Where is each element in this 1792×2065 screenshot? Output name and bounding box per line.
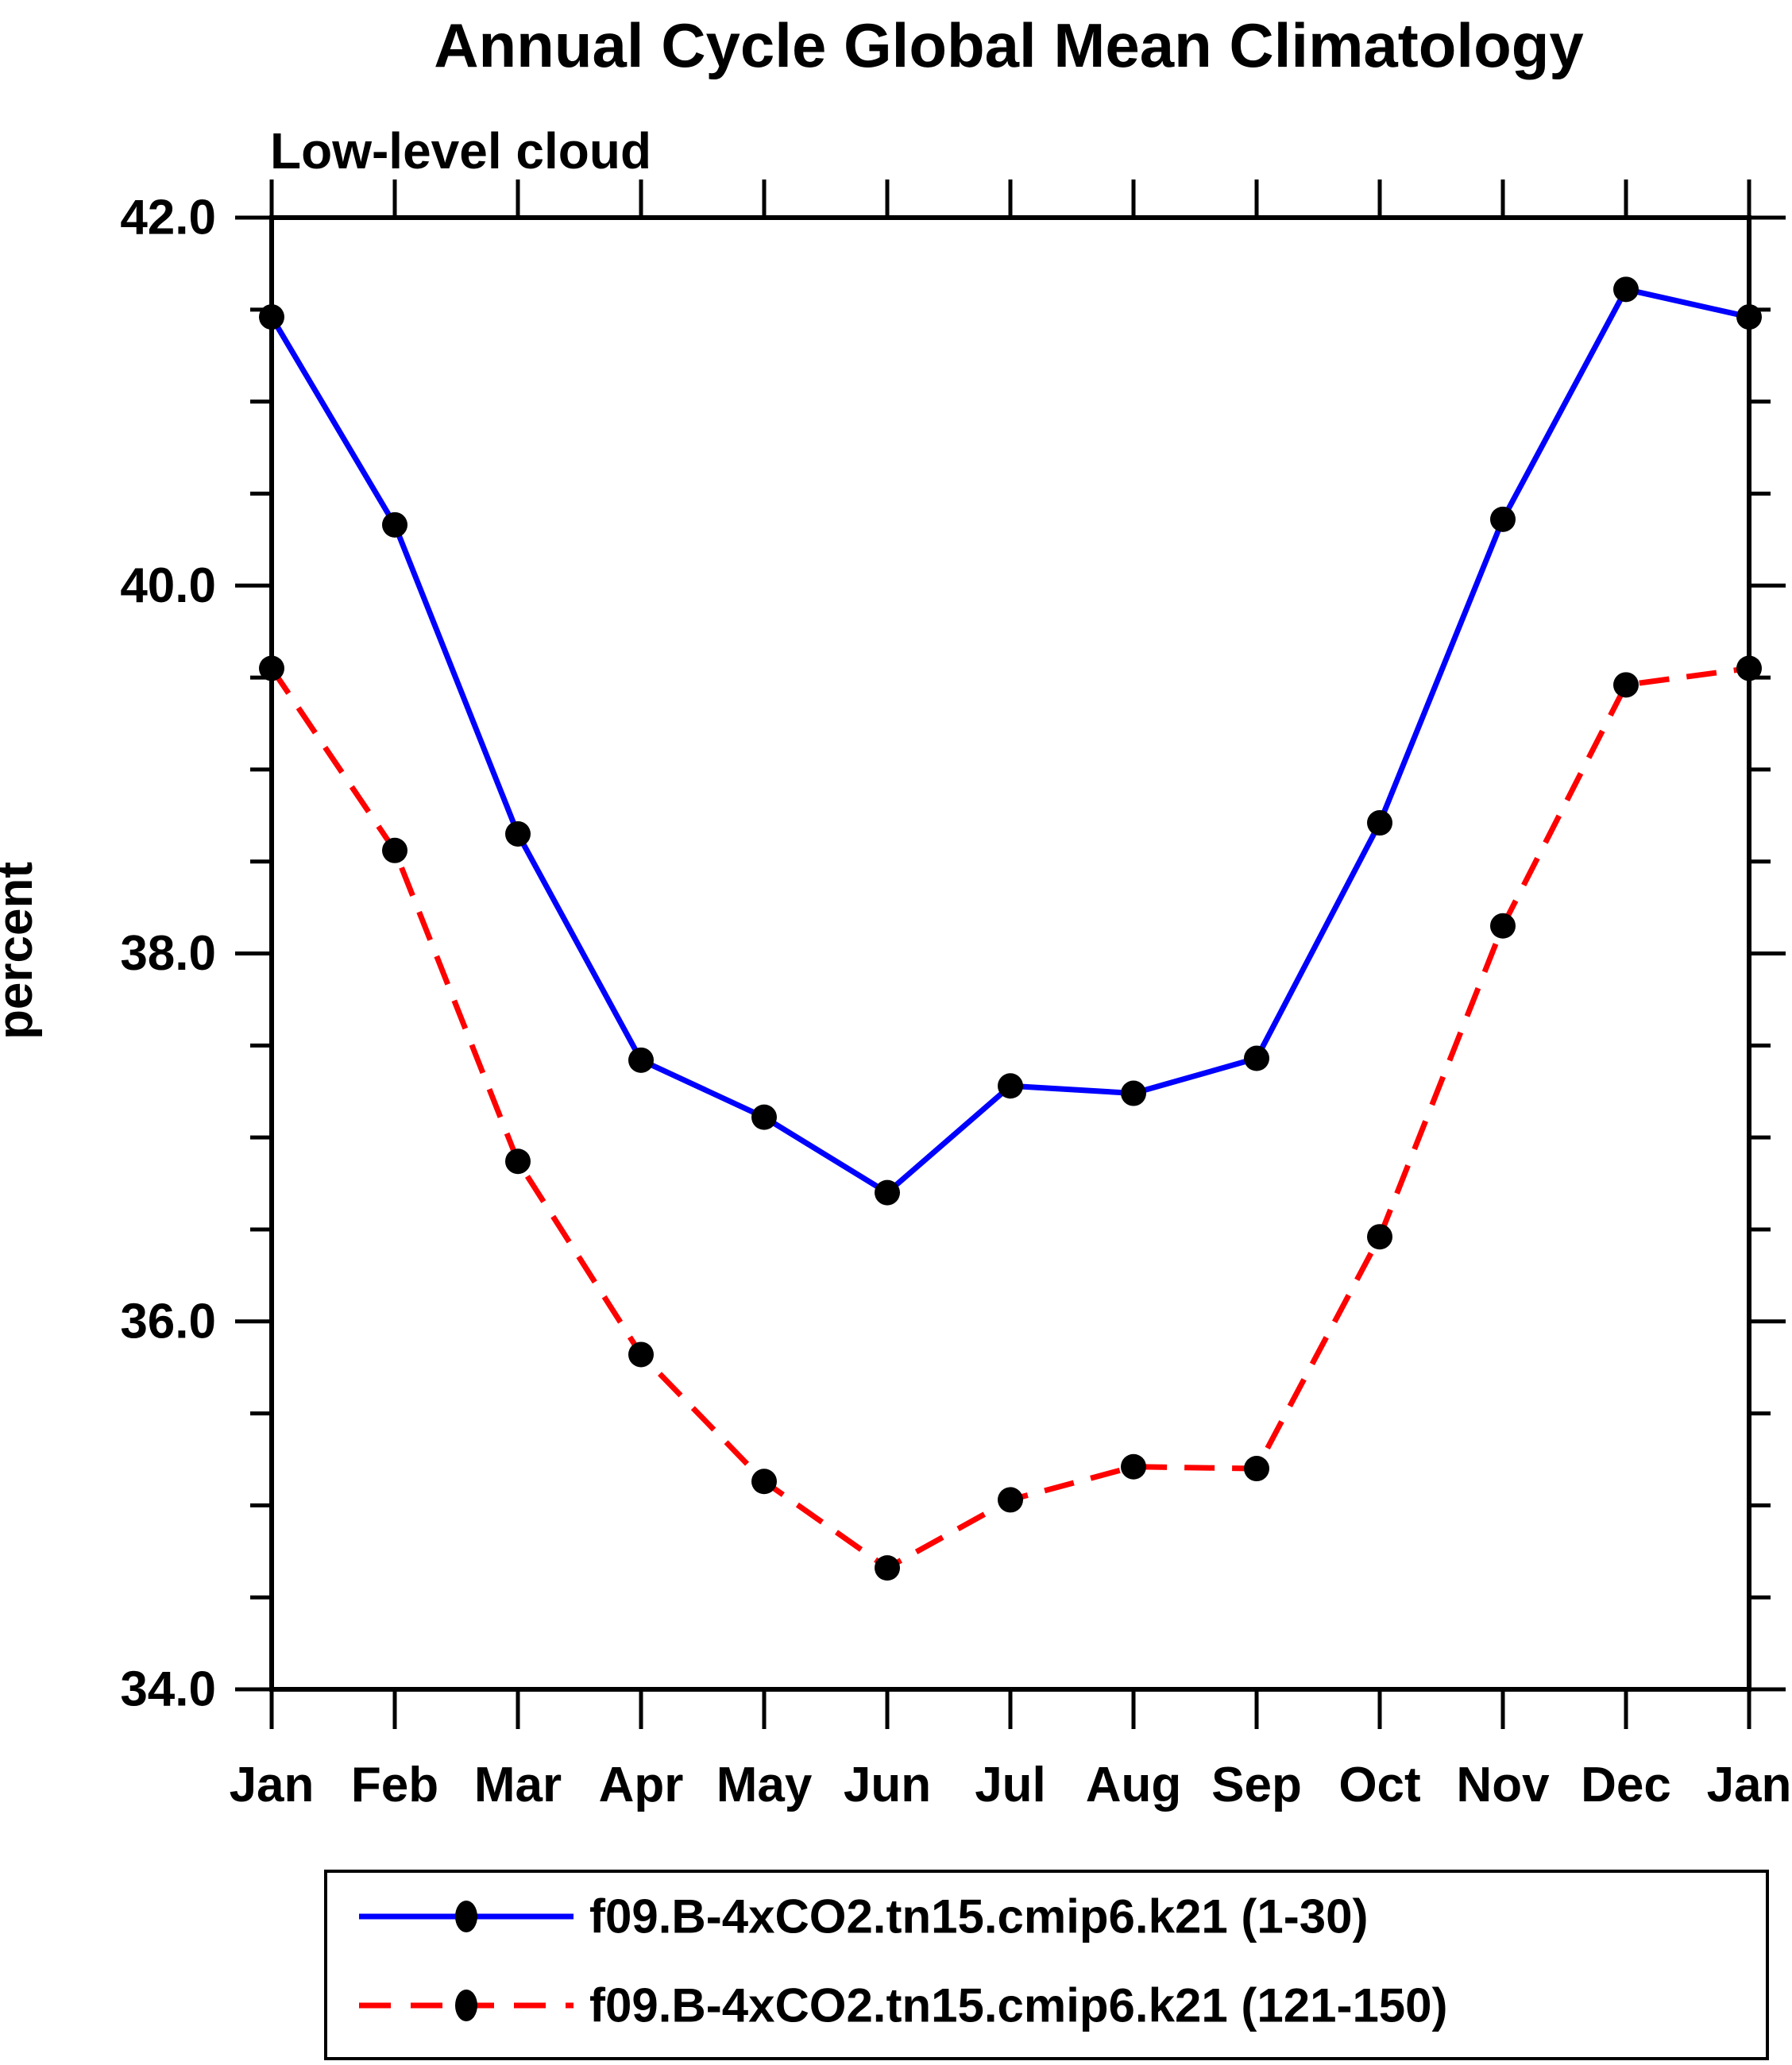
data-point-markers xyxy=(259,276,1762,1581)
series-line-2 xyxy=(269,666,1750,1571)
x-month-label: Sep xyxy=(1211,1758,1302,1812)
data-point-2-3 xyxy=(628,1341,654,1368)
data-point-2-8 xyxy=(1244,1456,1269,1482)
x-month-label: Mar xyxy=(474,1758,562,1812)
data-point-2-4 xyxy=(751,1469,777,1495)
y-axis-label: percent xyxy=(0,862,43,1040)
data-point-2-1 xyxy=(382,837,407,863)
data-point-1-8 xyxy=(1244,1045,1269,1071)
data-point-1-6 xyxy=(998,1073,1023,1099)
data-point-1-2 xyxy=(505,820,531,847)
legend-border xyxy=(324,1870,1769,2060)
legend-box: f09.B-4xCO2.tn15.cmip6.k21 (1-30) f09.B-… xyxy=(324,1870,1769,2060)
data-point-1-4 xyxy=(751,1104,777,1130)
x-month-label: Feb xyxy=(351,1758,438,1812)
legend-marker-dot xyxy=(455,1901,477,1932)
legend-marker-dot xyxy=(455,1990,477,2021)
legend-label-series2: f09.B-4xCO2.tn15.cmip6.k21 (121-150) xyxy=(589,1979,1448,2032)
legend-entry-series2: f09.B-4xCO2.tn15.cmip6.k21 (121-150) xyxy=(359,1979,1448,2032)
x-month-label: Jun xyxy=(844,1758,931,1812)
x-month-label: Jul xyxy=(975,1758,1046,1812)
x-month-label: Aug xyxy=(1086,1758,1182,1812)
y-tick-label: 36.0 xyxy=(120,1294,216,1349)
x-month-label: Apr xyxy=(599,1758,684,1812)
chart-title: Annual Cycle Global Mean Climatology xyxy=(434,10,1584,80)
plot-frame xyxy=(269,215,1751,1692)
data-point-2-0 xyxy=(259,655,284,681)
data-point-2-6 xyxy=(998,1487,1023,1513)
x-month-label: Dec xyxy=(1581,1758,1671,1812)
data-point-1-12 xyxy=(1736,304,1762,330)
plot-border xyxy=(269,215,1751,1692)
data-point-1-11 xyxy=(1613,276,1639,303)
x-month-label: Jan xyxy=(230,1758,315,1812)
data-point-1-0 xyxy=(259,304,284,330)
x-month-label: Nov xyxy=(1456,1758,1550,1812)
data-point-1-3 xyxy=(628,1047,654,1073)
x-month-label: May xyxy=(716,1758,813,1812)
x-axis-month-labels: Jan Feb Mar Apr May Jun Jul Aug Sep Oct Nov Dec Jan xyxy=(230,1758,1792,1812)
x-month-label: Jan xyxy=(1707,1758,1792,1812)
y-tick-label: 34.0 xyxy=(120,1662,216,1717)
chart-subtitle: Low-level cloud xyxy=(270,122,651,179)
data-point-2-2 xyxy=(505,1148,531,1175)
x-axis-ticks xyxy=(269,179,1751,1729)
data-point-1-5 xyxy=(875,1179,900,1206)
data-point-2-7 xyxy=(1121,1453,1146,1480)
x-month-label: Oct xyxy=(1338,1758,1420,1812)
data-point-2-10 xyxy=(1490,913,1516,939)
data-series-lines xyxy=(268,286,1750,1571)
data-point-1-7 xyxy=(1121,1080,1146,1106)
data-point-2-5 xyxy=(875,1555,900,1581)
legend-entry-series1: f09.B-4xCO2.tn15.cmip6.k21 (1-30) xyxy=(359,1890,1368,1943)
data-point-2-11 xyxy=(1613,672,1639,698)
y-axis-ticks xyxy=(235,215,1786,1692)
series-line-1 xyxy=(268,286,1750,1196)
y-axis-tick-labels: 42.0 40.0 38.0 36.0 34.0 xyxy=(120,191,216,1717)
data-point-1-1 xyxy=(382,511,407,538)
y-tick-label: 42.0 xyxy=(120,191,216,245)
data-point-2-9 xyxy=(1367,1224,1392,1250)
data-point-1-9 xyxy=(1367,810,1392,836)
y-tick-label: 40.0 xyxy=(120,558,216,613)
legend-label-series1: f09.B-4xCO2.tn15.cmip6.k21 (1-30) xyxy=(589,1890,1368,1943)
y-tick-label: 38.0 xyxy=(120,926,216,981)
data-point-1-10 xyxy=(1490,506,1516,532)
data-point-2-12 xyxy=(1736,655,1762,681)
